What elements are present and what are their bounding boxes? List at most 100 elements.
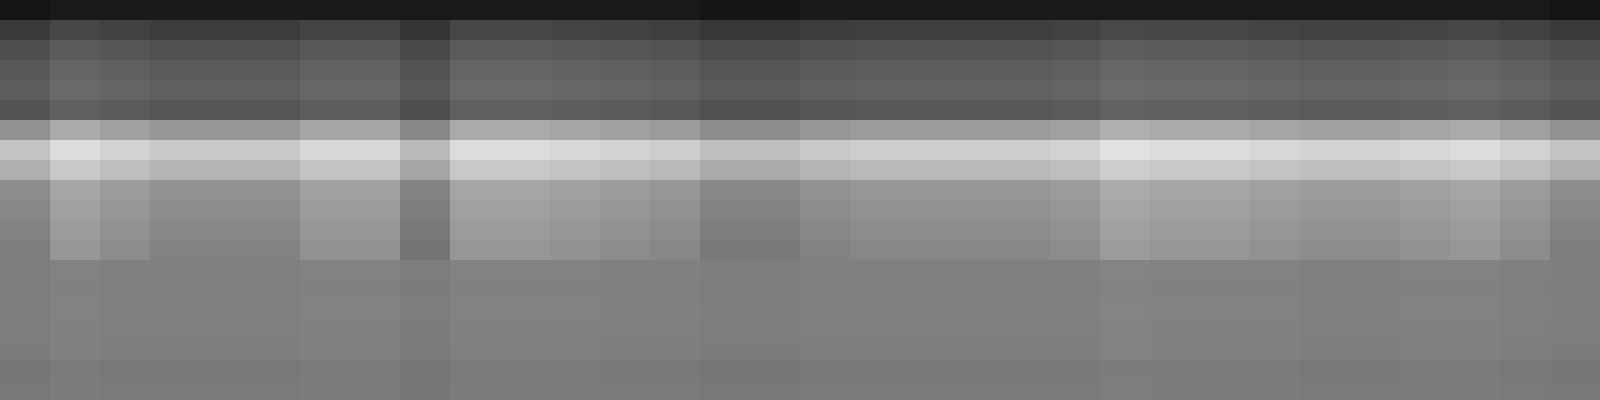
cell (1550, 360, 1600, 381)
cell (400, 80, 451, 101)
cell (550, 0, 601, 21)
cell (900, 100, 951, 121)
cell (1550, 240, 1600, 261)
cell (650, 120, 701, 141)
cell (150, 340, 201, 361)
cell (1500, 120, 1551, 141)
cell (250, 60, 301, 81)
cell (750, 20, 801, 41)
cell (250, 120, 301, 141)
cell (200, 380, 251, 400)
cell (200, 140, 251, 161)
cell (0, 260, 51, 281)
cell (1350, 40, 1401, 61)
cell (300, 120, 351, 141)
cell (100, 160, 151, 181)
cell (300, 160, 351, 181)
cell (1250, 0, 1301, 21)
cell (700, 200, 751, 221)
cell (650, 20, 701, 41)
cell (1150, 380, 1201, 400)
cell (1050, 260, 1101, 281)
cell (650, 380, 701, 400)
cell (600, 60, 651, 81)
cell (800, 40, 851, 61)
cell (750, 180, 801, 201)
cell (400, 360, 451, 381)
cell (600, 360, 651, 381)
cell (700, 240, 751, 261)
cell (50, 240, 101, 261)
cell (1000, 160, 1051, 181)
cell (1100, 100, 1151, 121)
cell (550, 200, 601, 221)
cell (1550, 380, 1600, 400)
cell (1550, 220, 1600, 241)
cell (1550, 260, 1600, 281)
cell (850, 340, 901, 361)
cell (1200, 380, 1251, 400)
cell (250, 300, 301, 321)
cell (400, 200, 451, 221)
cell (400, 40, 451, 61)
cell (350, 300, 401, 321)
cell (200, 320, 251, 341)
cell (1100, 140, 1151, 161)
cell (200, 180, 251, 201)
cell (100, 280, 151, 301)
cell (600, 80, 651, 101)
cell (250, 260, 301, 281)
cell (1100, 120, 1151, 141)
cell (0, 240, 51, 261)
cell (900, 340, 951, 361)
cell (1300, 240, 1351, 261)
cell (150, 200, 201, 221)
cell (1450, 180, 1501, 201)
cell (200, 40, 251, 61)
cell (1400, 280, 1451, 301)
cell (700, 340, 751, 361)
cell (600, 280, 651, 301)
cell (300, 380, 351, 400)
cell (1300, 0, 1351, 21)
cell (250, 340, 301, 361)
cell (1300, 360, 1351, 381)
cell (150, 100, 201, 121)
cell (1350, 220, 1401, 241)
cell (950, 340, 1001, 361)
cell (0, 100, 51, 121)
cell (250, 360, 301, 381)
cell (550, 220, 601, 241)
cell (1500, 80, 1551, 101)
cell (300, 320, 351, 341)
cell (250, 40, 301, 61)
cell (50, 140, 101, 161)
cell (300, 200, 351, 221)
cell (700, 220, 751, 241)
cell (1050, 360, 1101, 381)
cell (550, 40, 601, 61)
cell (350, 380, 401, 400)
cell (450, 60, 501, 81)
cell (700, 40, 751, 61)
cell (0, 360, 51, 381)
cell (400, 260, 451, 281)
cell (1550, 180, 1600, 201)
cell (1300, 120, 1351, 141)
cell (1250, 140, 1301, 161)
cell (800, 260, 851, 281)
cell (1450, 220, 1501, 241)
cell (950, 380, 1001, 400)
cell (950, 0, 1001, 21)
cell (750, 320, 801, 341)
cell (800, 240, 851, 261)
cell (300, 340, 351, 361)
cell (250, 140, 301, 161)
cell (900, 380, 951, 400)
cell (0, 200, 51, 221)
cell (1300, 80, 1351, 101)
cell (750, 0, 801, 21)
cell (1400, 140, 1451, 161)
cell (600, 160, 651, 181)
cell (600, 20, 651, 41)
